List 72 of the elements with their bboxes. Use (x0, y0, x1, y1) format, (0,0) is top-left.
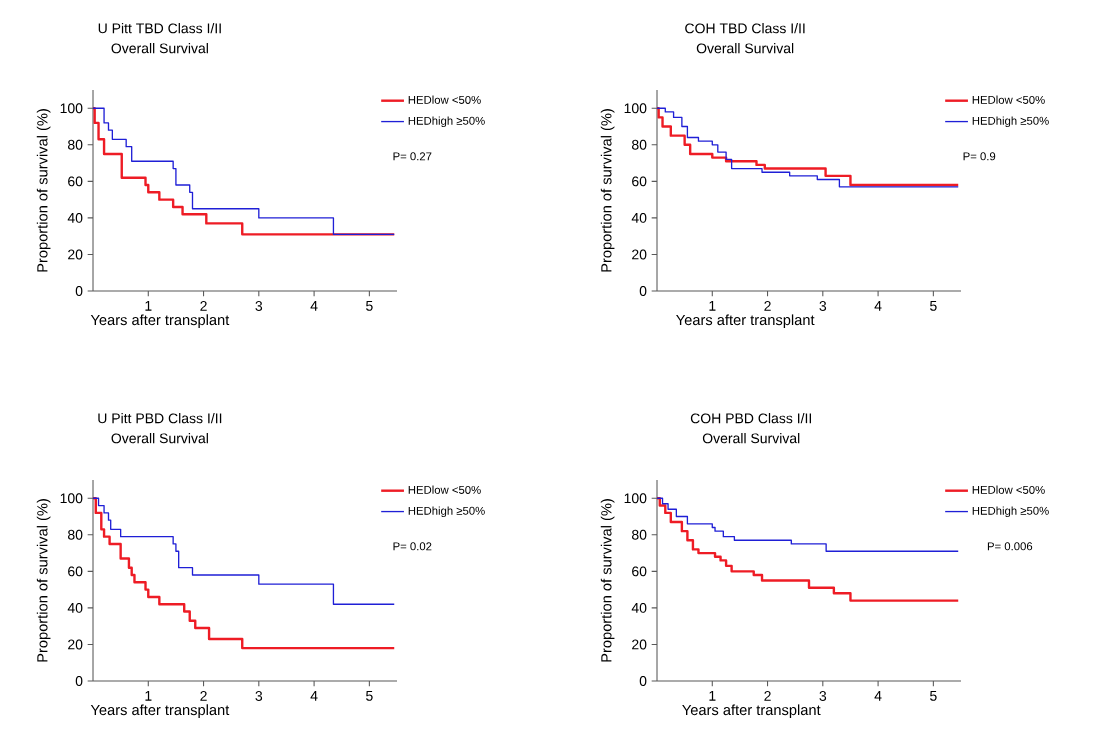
x-tick-label: 1 (709, 691, 716, 701)
legend-label: HEDhigh ≥50% (972, 506, 1049, 518)
x-tick-label: 5 (366, 301, 373, 311)
y-tick-label: 60 (68, 176, 83, 187)
y-tick-label: 80 (68, 139, 83, 150)
annotation: P= 0.27 (393, 152, 432, 161)
y-tick-label: 80 (631, 139, 647, 150)
x-tick-label: 3 (819, 301, 827, 311)
chart-subtitle: Overall Survival (702, 433, 800, 444)
y-axis-title: Proportion of survival (%) (600, 109, 615, 272)
x-axis-title: Years after transplant (676, 314, 815, 329)
legend-label: HEDlow <50% (972, 485, 1045, 494)
y-tick-label: 80 (68, 529, 83, 540)
y-tick-label: 60 (632, 566, 647, 577)
y-axis-title: Proportion of survival (%) (36, 109, 51, 272)
legend-label: HEDhigh ≥50% (408, 116, 485, 128)
chart-title: U Pitt PBD Class I/II (98, 413, 222, 424)
x-tick-label: 1 (145, 691, 152, 701)
x-tick-label: 5 (930, 301, 937, 311)
annotation: P= 0.02 (393, 542, 432, 551)
legend-label: HEDhigh ≥50% (972, 116, 1049, 128)
y-tick-label: 40 (631, 602, 647, 613)
chart-title: U Pitt TBD Class I/II (98, 23, 221, 34)
legend-label: HEDlow <50% (408, 485, 481, 494)
x-tick-label: 3 (255, 691, 263, 701)
x-tick-label: 5 (366, 691, 373, 701)
y-tick-label: 20 (68, 249, 83, 260)
y-axis-title: Proportion of survival (%) (36, 499, 51, 662)
y-tick-label: 20 (632, 249, 647, 260)
y-tick-label: 40 (67, 212, 83, 223)
y-tick-label: 0 (75, 286, 83, 296)
x-tick-label: 4 (310, 301, 318, 311)
chart-subtitle: Overall Survival (111, 433, 208, 444)
chart-title: COH TBD Class I/II (685, 23, 805, 34)
x-tick-label: 5 (930, 691, 937, 701)
y-tick-label: 20 (68, 639, 83, 650)
x-tick-label: 2 (764, 691, 771, 701)
y-axis-title: Proportion of survival (%) (600, 499, 615, 662)
y-tick-label: 100 (624, 103, 647, 114)
chart-subtitle: Overall Survival (696, 43, 794, 54)
x-axis-title: Years after transplant (682, 704, 821, 719)
x-axis-title: Years after transplant (90, 314, 230, 329)
y-tick-label: 60 (632, 176, 647, 187)
legend-label: HEDhigh ≥50% (408, 506, 485, 518)
x-tick-label: 2 (200, 691, 207, 701)
x-axis-title: Years after transplant (90, 704, 230, 719)
x-tick-label: 1 (709, 301, 716, 311)
x-tick-label: 4 (874, 301, 882, 311)
x-tick-label: 1 (145, 301, 152, 311)
y-tick-label: 20 (632, 639, 647, 650)
x-tick-label: 2 (764, 301, 771, 311)
legend-label: HEDlow <50% (972, 95, 1045, 104)
y-tick-label: 60 (68, 566, 83, 577)
y-tick-label: 100 (624, 493, 647, 504)
x-tick-label: 2 (200, 301, 207, 311)
y-tick-label: 0 (75, 676, 83, 686)
chart-title: COH PBD Class I/II (690, 413, 811, 424)
x-tick-label: 3 (255, 301, 263, 311)
chart-subtitle: Overall Survival (111, 43, 208, 54)
x-tick-label: 4 (310, 691, 318, 701)
text: P= 0.006 (987, 542, 1033, 551)
y-tick-label: 100 (60, 103, 83, 114)
x-tick-label: 3 (819, 691, 827, 701)
x-tick-label: 4 (874, 691, 882, 701)
y-tick-label: 40 (631, 212, 647, 223)
y-tick-label: 40 (67, 602, 83, 613)
y-tick-label: 0 (639, 676, 647, 686)
y-tick-label: 0 (639, 286, 647, 296)
y-tick-label: 80 (631, 529, 647, 540)
text: P= 0.9 (963, 152, 996, 161)
y-tick-label: 100 (60, 493, 83, 504)
legend-label: HEDlow <50% (408, 95, 481, 104)
